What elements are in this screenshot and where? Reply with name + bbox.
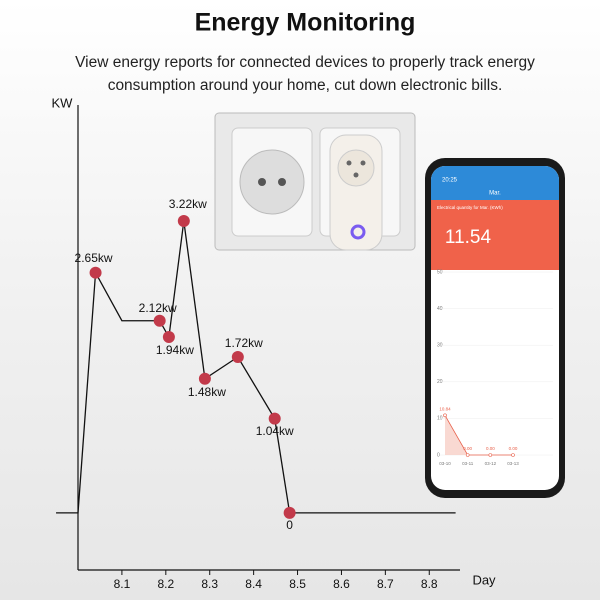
point [268,412,281,425]
x-tick-label: 03-11 [462,461,474,466]
point [488,453,493,457]
data-label: 1.04kw [256,424,294,438]
x-tick-label: 8.6 [333,577,350,591]
point [153,314,166,327]
point [198,372,211,385]
x-tick-label: 03-12 [485,461,497,466]
point [465,453,470,457]
data-label: 0.00 [463,446,472,451]
socket-illustration [214,112,416,251]
subtitle: consumption around your home, cut down e… [108,77,503,94]
phone: 20:25 Mar. Electrical quantity for Mar. … [425,158,565,498]
y-tick-label: 0 [437,452,440,458]
x-tick-label: 8.7 [377,577,394,591]
y-tick-label: 10 [437,416,443,422]
area [445,415,513,455]
x-tick-label: 8.8 [421,577,438,591]
y-tick-label: 50 [437,269,443,275]
phone-caption: Electrical quantity for Mar. (KWh) [437,205,503,210]
data-label: 10.84 [439,407,451,412]
subtitle: View energy reports for connected device… [75,54,535,71]
line [56,220,456,514]
title: Energy Monitoring [195,9,416,37]
x-tick-label: 8.5 [289,577,306,591]
y-tick-label: 40 [437,306,443,312]
point [162,331,175,344]
x-tick-label: 8.3 [201,577,218,591]
point [231,350,244,363]
data-label: 1.94kw [156,343,194,357]
x-tick-label: 03-10 [439,461,451,466]
x-tick-label: 8.4 [245,577,262,591]
point [89,266,102,279]
phone-total: 11.54 [445,227,492,248]
x-axis-label: Day [472,572,496,587]
data-label: 0 [286,518,293,532]
line [444,415,513,456]
data-label: 0.00 [509,446,518,451]
data-label: 3.22kw [169,197,207,211]
point [283,506,296,519]
point [443,413,447,418]
phone-screen-title: Mar. [489,191,501,197]
y-tick-label: 20 [437,379,443,385]
data-label: 2.12kw [139,301,177,315]
data-label: 1.48kw [188,385,226,399]
data-label: 1.72kw [225,336,263,350]
phone-time: 20:25 [442,178,458,184]
x-tick-label: 03-13 [507,461,519,466]
y-axis-label: KW [52,95,74,110]
point [177,215,190,228]
x-tick-label: 8.1 [114,577,131,591]
data-label: 0.00 [486,446,495,451]
point [511,453,515,457]
data-label: 2.65kw [75,251,113,265]
x-tick-label: 8.2 [157,577,174,591]
y-tick-label: 30 [437,343,443,349]
